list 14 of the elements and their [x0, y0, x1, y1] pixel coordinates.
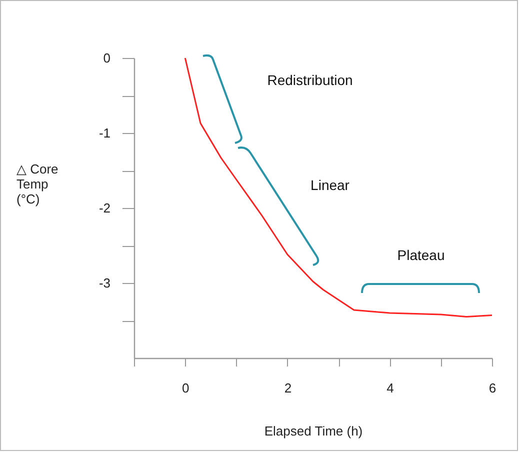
x-tick-label: 6 [488, 380, 496, 396]
y-tick-label: 0 [103, 50, 110, 66]
line-series [184, 57, 493, 318]
x-tick-label: 0 [182, 380, 190, 396]
y-tick-label: -1 [98, 126, 110, 140]
x-tick-label: 4 [386, 380, 394, 396]
annotation: Linear [310, 177, 350, 193]
y-axis-title: △ Core Temp (°C) [16, 162, 58, 206]
annotation: Plateau [397, 247, 445, 263]
annotation: Redistribution [267, 72, 353, 88]
x-tick-label: 2 [284, 380, 292, 396]
y-tick-label: -3 [98, 276, 110, 290]
x-axis-title: Elapsed Time (h) [264, 424, 363, 438]
y-tick-label: -2 [98, 200, 110, 216]
